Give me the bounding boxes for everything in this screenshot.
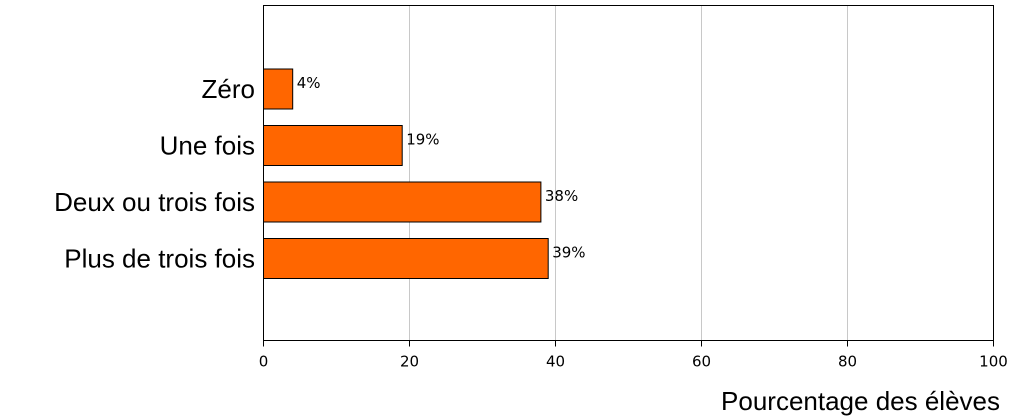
- bar: [263, 125, 403, 166]
- x-tick-label: 80: [838, 353, 857, 371]
- x-tick-label: 40: [546, 353, 565, 371]
- x-tick-label: 60: [692, 353, 711, 371]
- bar: [263, 238, 549, 279]
- data-label: 4%: [297, 74, 321, 92]
- category-label: Plus de trois fois: [64, 244, 255, 274]
- grid-lines: [409, 5, 848, 341]
- bar: [263, 181, 542, 223]
- x-tick-label: 20: [400, 353, 419, 371]
- data-label: 39%: [552, 244, 585, 262]
- category-label: Deux ou trois fois: [54, 187, 255, 217]
- data-label: 38%: [545, 187, 578, 205]
- plot-area-frame: [263, 5, 994, 341]
- x-axis-ticks: 0 20 40 60 80 100: [259, 340, 1008, 371]
- x-axis-title: Pourcentage des élèves: [721, 386, 1000, 416]
- category-label: Zéro: [202, 74, 255, 104]
- x-tick-label: 100: [979, 353, 1008, 371]
- data-label: 19%: [406, 131, 439, 149]
- bar: [263, 68, 294, 110]
- bars: Zéro 4% Une fois 19% Deux ou trois fois 38% Pl…: [54, 68, 586, 279]
- x-tick-label: 0: [259, 353, 269, 371]
- category-label: Une fois: [160, 131, 255, 161]
